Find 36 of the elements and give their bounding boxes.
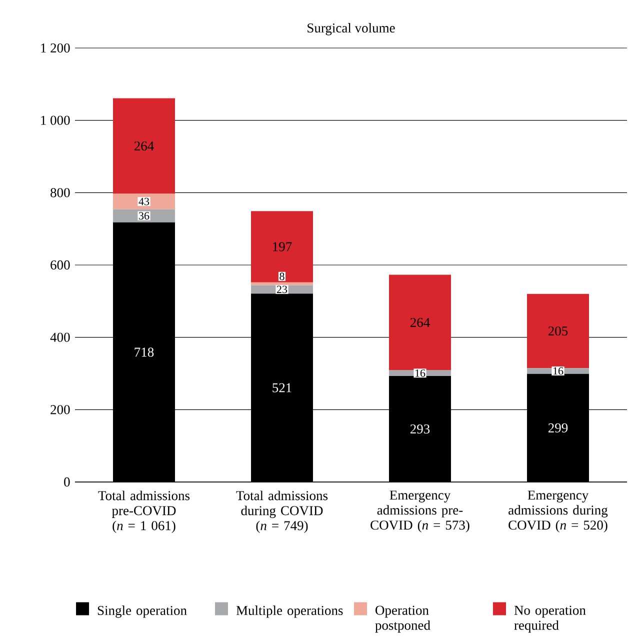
legend-label: Single operation [98,606,187,618]
data-label: 36 [139,212,150,220]
bar [113,194,176,210]
y-tick-label: 0 [64,477,70,487]
bar [113,98,176,194]
legend-label: No operation required [514,606,586,633]
bar [389,274,452,370]
legend-label: Multiple operations [236,606,343,618]
x-tick-label: Emergency admissions during COVID (n = 520) [508,490,608,532]
bar [527,294,590,368]
data-label: 299 [548,423,568,432]
y-tick-label: 400 [50,332,70,342]
x-tick-label: Total admissions during COVID (n = 749) [236,490,328,533]
chart-title: Surgical volume [308,23,395,36]
x-tick-label: Total admissions pre-COVID (n = 1 061) [98,490,190,533]
data-label: 264 [410,318,430,328]
data-label: 43 [138,198,150,206]
y-tick-label: 800 [50,188,70,198]
data-label: 521 [272,383,292,392]
data-label: 23 [277,286,288,294]
data-label: 264 [134,141,154,151]
data-label: 205 [548,326,568,336]
data-label: 16 [415,369,426,377]
bar [251,282,314,286]
data-label: 293 [410,424,430,434]
legend-label: Operation postponed [375,606,430,633]
data-label: 718 [134,348,154,357]
y-tick-label: 1 200 [41,43,70,53]
x-tick-label: Emergency admissions pre-COVID (n = 573) [370,490,470,532]
y-tick-label: 600 [50,260,70,270]
data-label: 197 [273,242,292,252]
bar [251,211,314,282]
data-label: 8 [280,272,284,280]
y-tick-label: 1 000 [41,116,70,125]
data-label: 16 [553,367,564,375]
y-tick-label: 200 [50,405,70,414]
